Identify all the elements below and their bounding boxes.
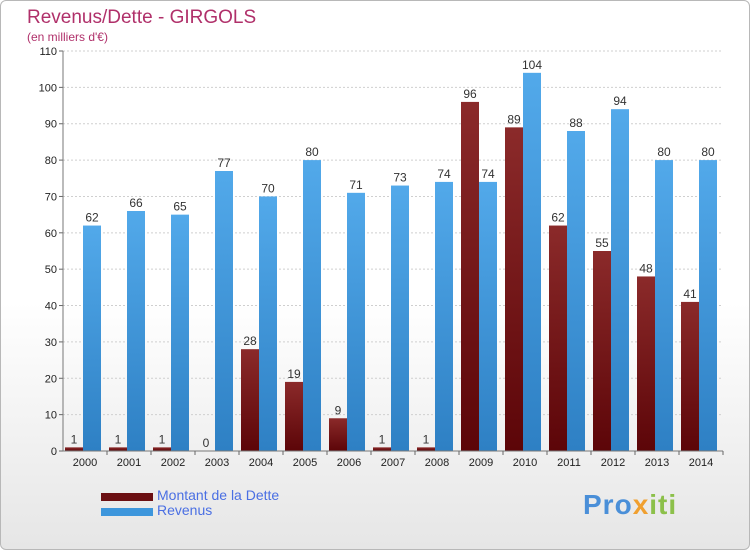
- data-label: 55: [595, 236, 609, 250]
- x-tick-label: 2014: [689, 457, 713, 469]
- data-label: 41: [683, 287, 697, 301]
- data-label: 94: [613, 94, 627, 108]
- y-tick-label: 0: [51, 446, 57, 458]
- bar-dette: [65, 447, 83, 451]
- bar-dette: [505, 127, 523, 451]
- y-tick-label: 50: [45, 264, 57, 276]
- bar-revenus: [215, 171, 233, 451]
- data-label: 74: [481, 167, 495, 181]
- bar-revenus: [303, 160, 321, 451]
- x-tick-label: 2005: [293, 457, 317, 469]
- data-label: 28: [243, 334, 257, 348]
- x-tick-label: 2006: [337, 457, 361, 469]
- bar-revenus: [699, 160, 717, 451]
- bar-revenus: [479, 181, 497, 451]
- bar-revenus: [435, 181, 453, 451]
- legend-label-dette: Montant de la Dette: [157, 487, 280, 503]
- bar-dette: [373, 447, 391, 451]
- bar-revenus: [611, 109, 629, 451]
- bar-dette: [153, 447, 171, 451]
- x-tick-label: 2011: [557, 457, 581, 469]
- data-label: 80: [657, 145, 671, 159]
- bar-revenus: [127, 211, 145, 451]
- bar-dette: [549, 225, 567, 451]
- bar-dette: [637, 276, 655, 451]
- x-tick-label: 2001: [117, 457, 141, 469]
- x-tick-label: 2012: [601, 457, 625, 469]
- y-tick-label: 100: [39, 82, 57, 94]
- y-tick-label: 70: [45, 191, 57, 203]
- data-label: 48: [639, 261, 653, 275]
- y-tick-label: 90: [45, 119, 57, 131]
- bar-dette: [241, 349, 259, 451]
- bar-dette: [109, 447, 127, 451]
- x-tick-label: 2007: [381, 457, 405, 469]
- data-label: 1: [379, 432, 386, 446]
- data-label: 62: [551, 211, 565, 225]
- legend-label-revenus: Revenus: [157, 502, 213, 518]
- y-tick-label: 30: [45, 337, 57, 349]
- bar-dette: [681, 301, 699, 451]
- proxiti-logo: Proxiti: [583, 489, 678, 520]
- data-label: 66: [129, 196, 143, 210]
- data-label: 74: [437, 167, 451, 181]
- x-tick-label: 2013: [645, 457, 669, 469]
- data-label: 89: [507, 112, 521, 126]
- bar-dette: [329, 418, 347, 451]
- legend-swatch-revenus: [101, 508, 153, 516]
- bar-dette: [593, 251, 611, 451]
- data-label: 104: [522, 58, 542, 72]
- x-tick-label: 2004: [249, 457, 273, 469]
- bar-revenus: [83, 225, 101, 451]
- bar-dette: [285, 381, 303, 451]
- data-label: 19: [287, 367, 301, 381]
- data-label: 80: [701, 145, 715, 159]
- data-label: 1: [71, 432, 78, 446]
- bar-dette: [461, 101, 479, 451]
- data-label: 80: [305, 145, 319, 159]
- x-tick-label: 2002: [161, 457, 185, 469]
- x-tick-label: 2003: [205, 457, 229, 469]
- y-tick-label: 40: [45, 301, 57, 313]
- bar-revenus: [391, 185, 409, 451]
- data-label: 9: [335, 403, 342, 417]
- y-tick-label: 60: [45, 228, 57, 240]
- data-label: 65: [173, 200, 187, 214]
- chart-title: Revenus/Dette - GIRGOLS: [27, 7, 257, 28]
- y-tick-label: 10: [45, 410, 57, 422]
- data-label: 73: [393, 171, 407, 185]
- data-label: 1: [115, 432, 122, 446]
- x-tick-label: 2009: [469, 457, 493, 469]
- data-label: 1: [423, 432, 430, 446]
- data-label: 71: [349, 178, 363, 192]
- bar-revenus: [347, 192, 365, 451]
- data-label: 62: [85, 211, 99, 225]
- bar-revenus: [523, 72, 541, 452]
- chart-subtitle: (en milliers d'€): [27, 30, 108, 44]
- y-tick-label: 80: [45, 155, 57, 167]
- x-tick-label: 2008: [425, 457, 449, 469]
- bar-revenus: [259, 196, 277, 451]
- legend-swatch-dette: [101, 493, 153, 501]
- bar-revenus: [171, 214, 189, 451]
- data-label: 88: [569, 116, 583, 130]
- data-label: 1: [159, 432, 166, 446]
- y-tick-label: 110: [39, 46, 57, 58]
- data-label: 0: [203, 436, 210, 450]
- data-label: 77: [217, 156, 231, 170]
- bar-dette: [417, 447, 435, 451]
- x-tick-label: 2000: [73, 457, 97, 469]
- y-tick-label: 20: [45, 373, 57, 385]
- x-tick-label: 2010: [513, 457, 537, 469]
- bar-revenus: [655, 160, 673, 451]
- data-label: 70: [261, 181, 275, 195]
- data-label: 96: [463, 87, 477, 101]
- bar-revenus: [567, 131, 585, 451]
